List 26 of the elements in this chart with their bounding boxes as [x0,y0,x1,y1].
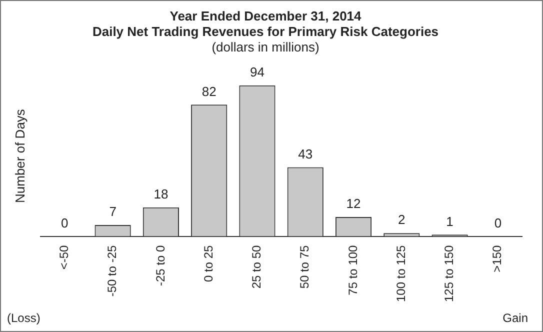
x-tick-label: >150 [490,244,504,272]
text: Year Ended December 31, 2014 [170,8,362,24]
x-tick-label: 75 to 100 [346,244,360,296]
x-tick-label: 0 to 25 [201,244,216,282]
data-label: 82 [202,84,216,99]
x-tick-label: 50 to 75 [298,244,312,289]
text: (Loss) [7,311,40,325]
data-label: 0 [61,215,68,230]
x-tick-label: <-50 [56,244,71,270]
data-label: 7 [109,204,116,220]
text: Gain [502,311,528,325]
data-label: 43 [298,146,313,162]
text: Daily Net Trading Revenues for Primary Risk Categories [92,24,439,39]
data-label: 2 [398,212,406,228]
data-label: 12 [346,196,361,212]
data-label: 1 [446,214,454,229]
x-tick-label: 25 to 50 [250,244,264,289]
x-tick-label: -25 to 0 [153,244,168,286]
x-tick-label: 125 to 150 [442,244,456,302]
x-tick-label: -50 to -25 [105,244,120,297]
data-label: 94 [250,64,264,80]
chart-subtitle: (dollars in millions) [212,40,320,55]
y-axis-title: Number of Days [12,108,28,203]
x-tick-label: 100 to 125 [394,244,408,302]
data-label: 0 [494,215,502,230]
data-label: 18 [154,186,168,202]
